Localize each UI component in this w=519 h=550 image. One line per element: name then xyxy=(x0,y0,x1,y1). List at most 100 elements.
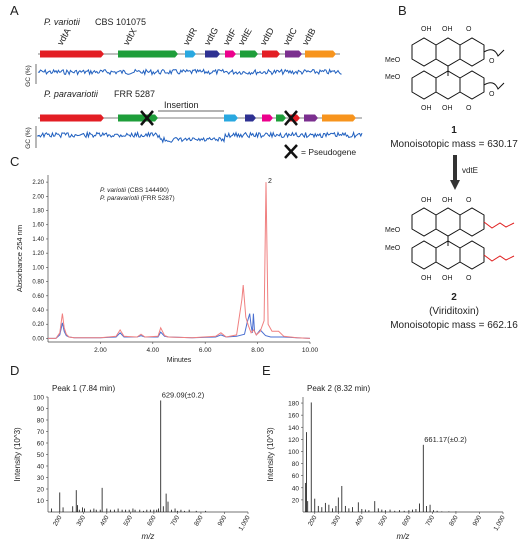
chart-e-axes xyxy=(302,397,503,513)
structures-panel: OH OH O O MeO MeO OH OH O O 1 Monoisotop… xyxy=(385,26,518,331)
gene-arrow-vdtR xyxy=(185,50,196,58)
gene-label-vdtC: vdtC xyxy=(281,26,299,47)
hplc-chromatogram: Absorbance 254 nm Minutes 0.000.200.400.… xyxy=(15,175,319,364)
gene-arrow-vdtB xyxy=(322,114,356,122)
o-label: O xyxy=(466,105,472,112)
chart-e-x-tick-label: 500 xyxy=(378,514,390,527)
chart-c-y-tick-label: 1.40 xyxy=(32,237,44,243)
chart-e-ticks: 20 40 60 80 100 120 140 160 180 200 300 400 500 600 70… xyxy=(288,401,507,533)
pseudogene-legend-cross xyxy=(284,144,298,159)
chart-d-x-tick-label: 400 xyxy=(99,514,111,527)
chart-d-y-tick-label: 10 xyxy=(37,498,45,505)
chart-c-x-tick-label: 10.00 xyxy=(302,347,319,354)
chart-d-ylabel: Intensity (10^3) xyxy=(13,427,22,482)
chart-e-y-tick-label: 80 xyxy=(292,461,300,468)
gene-label-vdtR: vdtR xyxy=(181,26,199,47)
chart-d-y-tick-label: 90 xyxy=(37,406,45,413)
gene-arrow-vdtC xyxy=(285,50,302,58)
chart-e-x-tick-label: 800 xyxy=(448,514,460,527)
chart-e-bars xyxy=(304,402,457,512)
oh-label: OH xyxy=(442,275,453,282)
chart-c-legend: P. variotii (CBS 144490)P. paravariotii … xyxy=(100,187,175,202)
gene-label-vdtE: vdtE xyxy=(236,26,254,47)
chart-c-y-tick-label: 0.40 xyxy=(32,308,44,314)
chart-e-ylabel: Intensity (10^3) xyxy=(266,427,275,482)
gene-arrow-vdtA xyxy=(40,114,104,122)
gene-cluster-2 xyxy=(40,114,356,122)
mass-spectrum-peak1: Peak 1 (7.84 min) Intensity (10^3) m/z 6… xyxy=(13,384,252,541)
chart-c-y-tick-label: 0.60 xyxy=(32,294,44,300)
chart-e-y-tick-label: 160 xyxy=(288,413,299,420)
chart-d-x-tick-label: 700 xyxy=(170,514,182,527)
strain1-species: P. variotii xyxy=(44,17,81,27)
chart-e-xlabel: m/z xyxy=(397,532,410,541)
compound2-atom-labels: OH OH O MeO MeO OH OH O xyxy=(385,197,472,282)
oh-label: OH xyxy=(421,26,432,33)
chart-d-y-tick-label: 30 xyxy=(37,475,45,482)
chart-c-y-tick-label: 2.00 xyxy=(32,194,44,200)
chart-e-y-tick-label: 180 xyxy=(288,401,299,408)
compound1-structure xyxy=(411,37,505,100)
chart-e-y-tick-label: 120 xyxy=(288,437,299,444)
oh-label: OH xyxy=(421,197,432,204)
meo-label: MeO xyxy=(385,227,401,234)
oh-label: OH xyxy=(442,105,453,112)
compound2-structure xyxy=(411,207,485,270)
o-label: O xyxy=(489,58,495,65)
chart-d-y-tick-label: 70 xyxy=(37,429,45,436)
chart-c-ticks: 0.00 0.20 0.40 0.60 0.80 1.00 1.20 1.40 1.60 1.80… xyxy=(32,180,318,354)
pseudogene-cross-1 xyxy=(140,110,154,126)
gc-trace-2 xyxy=(37,130,363,144)
meo-label: MeO xyxy=(385,245,401,252)
insertion-label: Insertion xyxy=(164,100,199,110)
compound1-number: 1 xyxy=(451,125,457,136)
gene-arrow-vdtG xyxy=(205,50,220,58)
chart-c-legend-strain: (FRR 5287) xyxy=(139,195,175,202)
chart-c-y-tick-label: 1.00 xyxy=(32,265,44,271)
gene-label-vdtA: vdtA xyxy=(55,26,73,47)
chart-e-y-tick-label: 60 xyxy=(292,473,300,480)
gene-arrow-vdtR xyxy=(224,114,238,122)
chart-e-title: Peak 2 (8.32 min) xyxy=(307,384,370,393)
gene-arrow-vdtC xyxy=(304,114,318,122)
chart-c-series-line-0 xyxy=(48,182,311,339)
chart-c-y-tick-label: 0.20 xyxy=(32,322,44,328)
oh-label: OH xyxy=(421,275,432,282)
gene-arrow-vdtB xyxy=(305,50,336,58)
gene-cluster-1 xyxy=(40,50,336,58)
chart-c-peak-label: 2 xyxy=(268,178,272,185)
chart-d-y-tick-label: 60 xyxy=(37,441,45,448)
strain2-species: P. paravariotii xyxy=(44,89,99,99)
chart-c-x-tick-label: 8.00 xyxy=(251,347,264,354)
gene-arrow-vdtE xyxy=(276,114,286,122)
chart-d-axes xyxy=(47,397,248,513)
chart-c-x-tick-label: 4.00 xyxy=(146,347,159,354)
gc-label-2: GC (%) xyxy=(25,127,32,149)
chart-e-x-tick-label: 400 xyxy=(354,514,366,527)
chart-d-y-tick-label: 50 xyxy=(37,452,45,459)
chart-d-y-tick-label: 40 xyxy=(37,464,45,471)
chart-d-x-tick-label: 300 xyxy=(76,514,88,527)
chart-e-y-tick-label: 140 xyxy=(288,425,299,432)
chart-d-y-tick-label: 80 xyxy=(37,418,45,425)
chart-c-y-tick-label: 1.20 xyxy=(32,251,44,257)
chart-d-x-tick-label: 1,000 xyxy=(238,514,252,532)
o-label: O xyxy=(466,275,472,282)
meo-label: MeO xyxy=(385,57,401,64)
compound1-mass: Monoisotopic mass = 630.17 xyxy=(390,139,518,150)
chart-c-y-tick-label: 2.20 xyxy=(32,180,44,186)
chart-c-y-tick-label: 1.60 xyxy=(32,223,44,229)
gene-label-vdtG: vdtG xyxy=(202,26,220,47)
strain2-id: FRR 5287 xyxy=(114,89,155,99)
gc-label-1: GC (%) xyxy=(25,65,32,87)
chart-c-x-tick-label: 2.00 xyxy=(94,347,107,354)
gene-label-vdtF: vdtF xyxy=(221,26,239,47)
chart-d-title: Peak 1 (7.84 min) xyxy=(52,384,115,393)
chart-e-x-tick-label: 600 xyxy=(401,514,413,527)
chart-d-x-tick-label: 900 xyxy=(217,514,229,527)
compound1-atom-labels: OH OH O O MeO MeO OH OH O O xyxy=(385,26,495,112)
chart-c-xlabel: Minutes xyxy=(167,357,192,364)
gene-arrow-vdtA xyxy=(40,50,104,58)
chart-e-x-tick-label: 1,000 xyxy=(493,514,507,532)
